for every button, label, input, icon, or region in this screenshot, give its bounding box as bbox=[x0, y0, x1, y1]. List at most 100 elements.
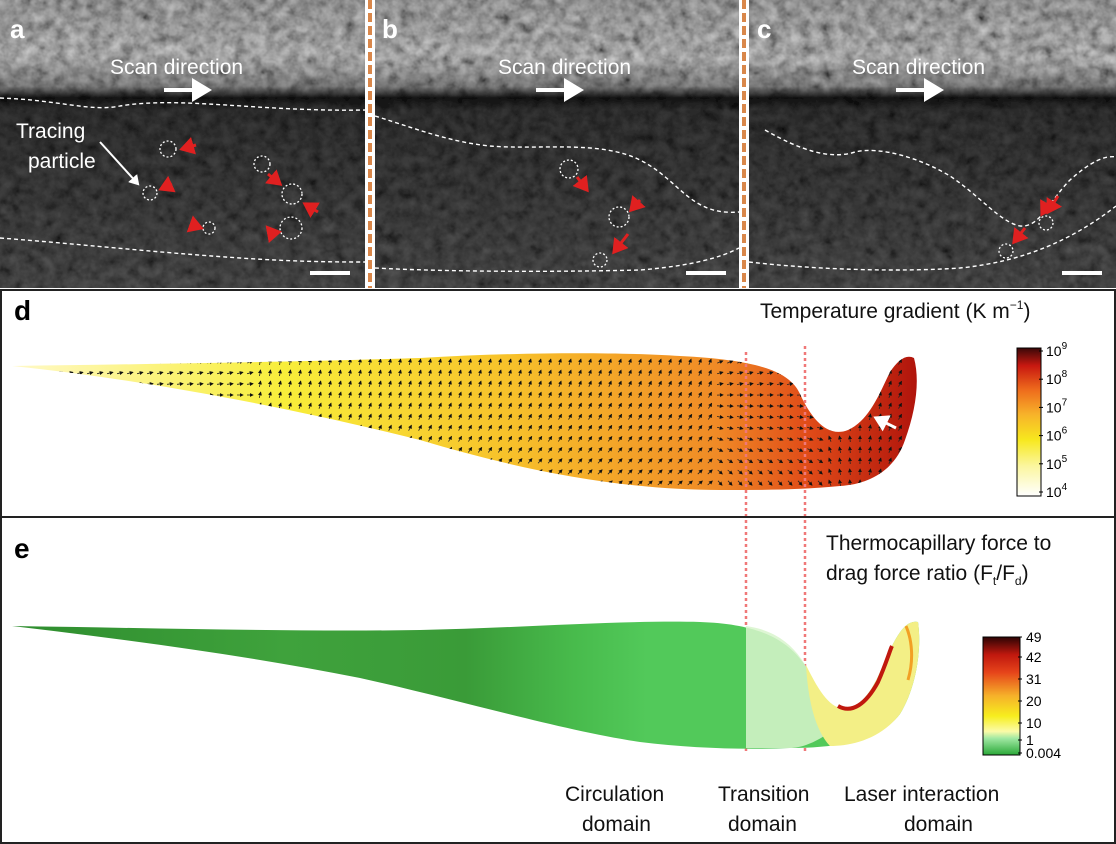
vector-arrow-icon bbox=[608, 380, 612, 387]
vector-arrow-icon bbox=[828, 424, 832, 431]
vector-arrow-icon bbox=[197, 415, 204, 419]
tracing-particle-marker bbox=[998, 243, 1014, 259]
vector-arrow-icon bbox=[57, 371, 64, 375]
vector-arrow-icon bbox=[617, 435, 623, 442]
vector-arrow-icon bbox=[776, 415, 784, 419]
vector-arrow-icon bbox=[688, 380, 692, 387]
vector-arrow-icon bbox=[527, 435, 533, 442]
vector-arrow-icon bbox=[107, 415, 114, 419]
vector-arrow-icon bbox=[838, 457, 843, 464]
vector-arrow-icon bbox=[47, 360, 54, 364]
vector-arrow-icon bbox=[737, 480, 743, 486]
vector-arrow-icon bbox=[627, 469, 633, 475]
vector-arrow-icon bbox=[137, 458, 144, 464]
vector-arrow-icon bbox=[388, 446, 393, 453]
vector-arrow-icon bbox=[888, 435, 892, 442]
vector-arrow-icon bbox=[757, 469, 763, 475]
vector-arrow-icon bbox=[318, 446, 322, 453]
vector-arrow-icon bbox=[458, 424, 462, 431]
vector-arrow-icon bbox=[56, 403, 64, 408]
vector-arrow-icon bbox=[766, 415, 774, 419]
vector-arrow-icon bbox=[756, 382, 764, 386]
vector-arrow-icon bbox=[117, 469, 123, 475]
vector-arrow-icon bbox=[196, 403, 204, 408]
colorbar-tick-label: 1 bbox=[1026, 732, 1034, 748]
vector-arrow-icon bbox=[898, 391, 902, 398]
vector-arrow-icon bbox=[57, 426, 64, 430]
vector-arrow-icon bbox=[538, 358, 542, 366]
vector-arrow-icon bbox=[478, 435, 483, 442]
vector-arrow-icon bbox=[258, 435, 262, 442]
vector-arrow-icon bbox=[658, 380, 662, 387]
vector-arrow-icon bbox=[697, 436, 703, 442]
vector-arrow-icon bbox=[56, 382, 64, 387]
vector-arrow-icon bbox=[207, 448, 214, 453]
vector-arrow-icon bbox=[517, 446, 523, 453]
vector-arrow-icon bbox=[388, 402, 392, 409]
vector-arrow-icon bbox=[428, 391, 432, 398]
vector-arrow-icon bbox=[637, 458, 643, 464]
vector-arrow-icon bbox=[328, 424, 332, 431]
vector-arrow-icon bbox=[337, 369, 342, 376]
vector-arrow-icon bbox=[508, 358, 512, 366]
vector-arrow-icon bbox=[816, 371, 824, 375]
vector-arrow-icon bbox=[106, 403, 114, 408]
vector-arrow-icon bbox=[828, 402, 832, 409]
vector-arrow-icon bbox=[507, 469, 513, 475]
circulation-domain-label-line2: domain bbox=[582, 813, 651, 836]
vector-arrow-icon bbox=[147, 415, 154, 419]
vector-arrow-icon bbox=[716, 382, 724, 386]
vector-arrow-icon bbox=[787, 360, 794, 364]
vector-arrow-icon bbox=[237, 480, 243, 486]
vector-arrow-icon bbox=[708, 369, 712, 376]
vector-arrow-icon bbox=[797, 437, 804, 441]
vector-arrow-icon bbox=[368, 402, 372, 409]
vector-arrow-icon bbox=[577, 446, 583, 453]
vector-arrow-icon bbox=[328, 446, 332, 453]
vector-arrow-icon bbox=[77, 480, 83, 486]
vector-arrow-icon bbox=[538, 424, 543, 431]
vector-arrow-icon bbox=[167, 480, 173, 486]
vector-arrow-icon bbox=[318, 457, 323, 464]
vector-arrow-icon bbox=[348, 380, 352, 388]
vector-arrow-icon bbox=[438, 358, 442, 365]
vector-arrow-icon bbox=[597, 458, 603, 464]
vector-arrow-icon bbox=[587, 469, 593, 475]
vector-arrow-icon bbox=[868, 380, 872, 388]
vector-arrow-icon bbox=[167, 469, 173, 475]
vector-arrow-icon bbox=[807, 480, 813, 486]
vector-arrow-icon bbox=[716, 426, 724, 430]
vector-arrow-icon bbox=[298, 424, 302, 431]
vector-arrow-icon bbox=[27, 360, 34, 364]
vector-arrow-icon bbox=[246, 403, 254, 408]
vector-arrow-icon bbox=[648, 413, 653, 420]
vector-arrow-icon bbox=[97, 360, 104, 364]
vector-arrow-icon bbox=[518, 380, 522, 387]
vector-arrow-icon bbox=[278, 380, 282, 387]
vector-arrow-icon bbox=[258, 468, 263, 475]
vector-arrow-icon bbox=[677, 469, 683, 475]
vector-arrow-icon bbox=[597, 469, 603, 475]
vector-arrow-icon bbox=[358, 435, 362, 442]
vector-arrow-icon bbox=[538, 391, 542, 398]
vector-arrow-icon bbox=[398, 435, 402, 442]
vector-arrow-icon bbox=[667, 424, 673, 431]
force-ratio-colorbar bbox=[982, 636, 1021, 756]
vector-arrow-icon bbox=[428, 380, 432, 388]
vector-arrow-icon bbox=[288, 380, 292, 387]
vector-arrow-icon bbox=[37, 448, 44, 453]
vector-arrow-icon bbox=[518, 369, 522, 377]
vector-arrow-icon bbox=[757, 458, 764, 464]
vector-arrow-icon bbox=[796, 371, 804, 375]
vector-arrow-icon bbox=[298, 413, 302, 420]
vector-arrow-icon bbox=[658, 369, 662, 376]
vector-arrow-icon bbox=[318, 424, 322, 431]
vector-arrow-icon bbox=[288, 424, 292, 431]
vector-arrow-icon bbox=[37, 458, 44, 464]
vector-arrow-icon bbox=[338, 435, 342, 442]
vector-arrow-icon bbox=[848, 391, 853, 399]
vector-arrow-icon bbox=[46, 403, 54, 408]
vector-arrow-icon bbox=[568, 380, 572, 387]
vector-arrow-icon bbox=[527, 457, 533, 464]
vector-arrow-icon bbox=[488, 380, 492, 387]
